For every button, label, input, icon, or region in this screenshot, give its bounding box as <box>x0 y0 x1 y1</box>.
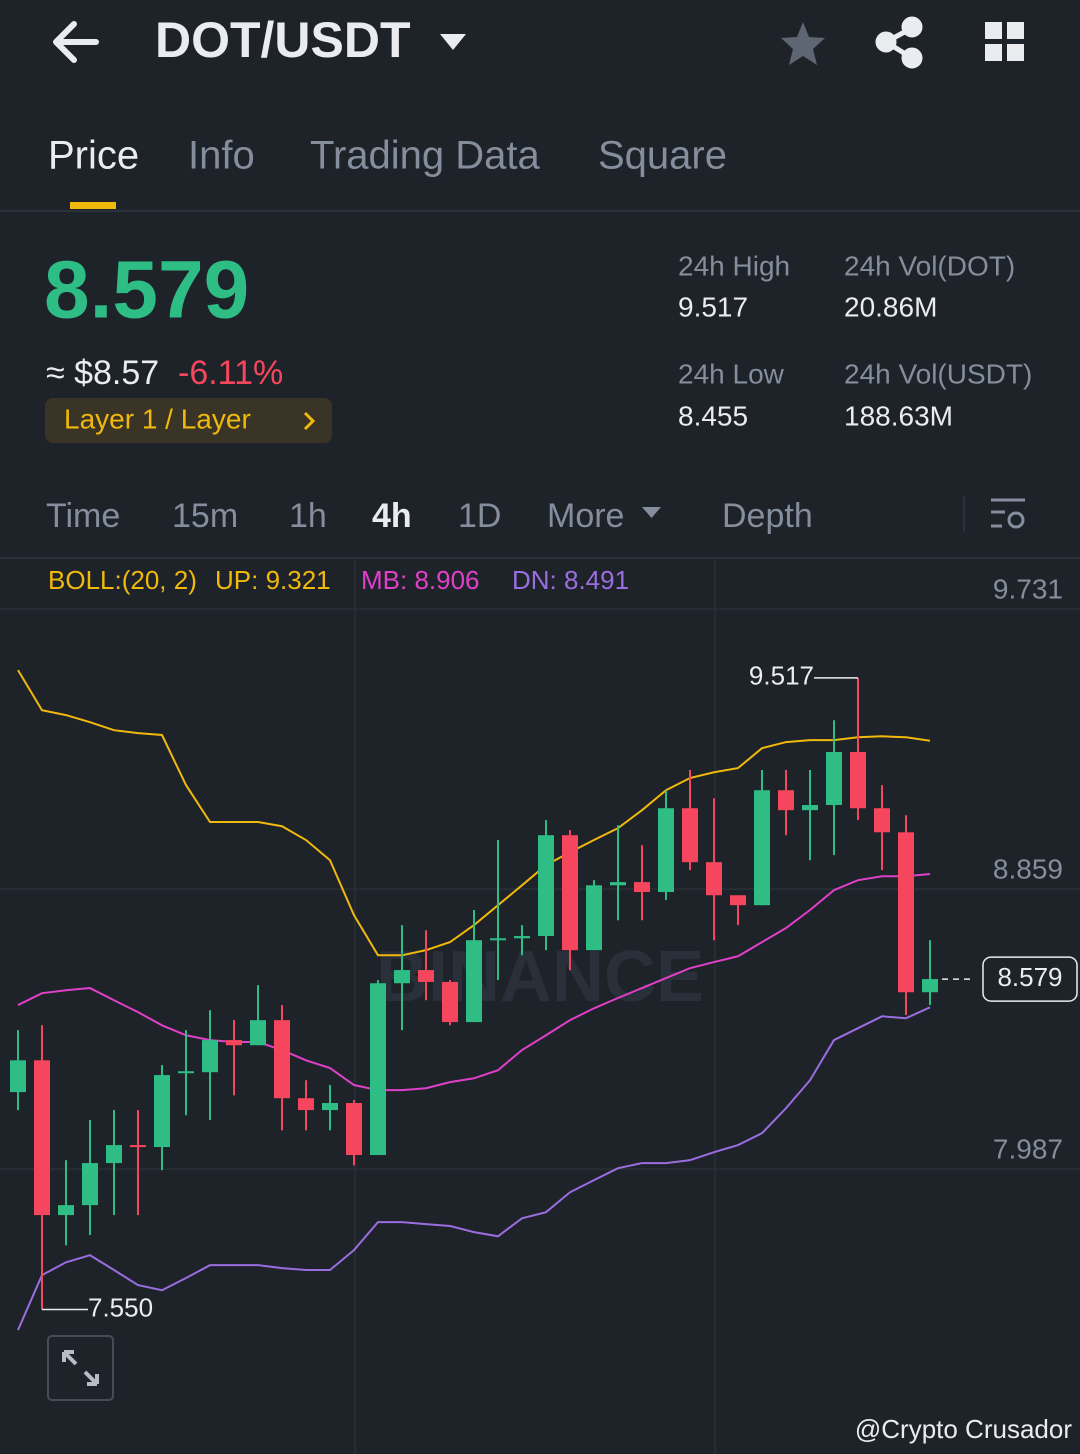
candle-body <box>754 790 770 906</box>
interval-active[interactable]: 4h <box>372 497 412 535</box>
indicator-mb: MB: 8.906 <box>361 565 480 595</box>
grid-menu-icon[interactable] <box>985 22 1024 61</box>
stat-label: 24h High <box>678 250 790 281</box>
candle-body <box>874 808 890 833</box>
max-label: 9.517 <box>749 661 814 691</box>
candle-body <box>10 1060 26 1093</box>
stat-value: 188.63M <box>844 400 953 431</box>
pair-dropdown[interactable] <box>440 34 466 50</box>
stat-value: 9.517 <box>678 291 748 322</box>
interval[interactable]: 15m <box>172 497 238 535</box>
candle-body <box>370 983 386 1156</box>
candle-body <box>82 1163 98 1206</box>
candle-body <box>706 862 722 896</box>
plot: 9.731 8.859 7.987 9.517 7.550 8.579 <box>0 574 1080 1331</box>
candle-body <box>514 936 530 939</box>
interval[interactable]: Depth <box>722 497 813 535</box>
candle-body <box>418 970 434 982</box>
tab[interactable]: Info <box>188 134 255 178</box>
interval[interactable]: Time <box>46 497 120 535</box>
candle-body <box>802 805 818 811</box>
category-tag[interactable]: Layer 1 / Layer <box>45 398 332 443</box>
expand-button[interactable] <box>47 1335 114 1401</box>
candle-body <box>658 808 674 893</box>
credit: @Crypto Crusador <box>855 1414 1072 1444</box>
candle-body <box>466 940 482 1023</box>
indicator-up: UP: 9.321 <box>215 565 331 595</box>
candle-body <box>898 832 914 993</box>
min-label: 7.550 <box>88 1292 153 1322</box>
candle-body <box>562 835 578 951</box>
back-button[interactable] <box>53 21 99 63</box>
candle-body <box>490 938 506 941</box>
candle-body <box>538 835 554 937</box>
candle-body <box>730 895 746 906</box>
band-line <box>17 873 931 1092</box>
candle-body <box>634 882 650 893</box>
candle-body <box>826 752 842 806</box>
tab[interactable]: Square <box>598 134 727 178</box>
price-change: -6.11% <box>178 354 283 392</box>
stat-label: 24h Vol(DOT) <box>844 250 1015 281</box>
pair-title[interactable]: DOT/USDT <box>155 12 411 68</box>
usd-price: ≈ $8.57 <box>46 354 159 392</box>
band-line <box>17 1006 931 1331</box>
stat-label: 24h Low <box>678 358 785 389</box>
tag-label[interactable]: Layer 1 / Layer <box>64 403 251 434</box>
y-tick-label: 8.859 <box>993 854 1063 885</box>
y-tick-label: 9.731 <box>993 574 1063 605</box>
y-tick-label: 7.987 <box>993 1134 1063 1165</box>
tab[interactable]: Trading Data <box>310 134 541 178</box>
stat-value: 20.86M <box>844 291 937 322</box>
candle-body <box>682 808 698 863</box>
candle-body <box>610 882 626 886</box>
candle-body <box>394 970 410 984</box>
active-tab-indicator <box>70 202 116 209</box>
interval[interactable]: 1D <box>458 497 501 535</box>
candle-body <box>58 1205 74 1216</box>
indicator-dn: DN: 8.491 <box>512 565 629 595</box>
indicator-name: BOLL:(20, 2) <box>48 565 197 595</box>
candle-body <box>346 1103 362 1156</box>
candle-body <box>154 1075 170 1148</box>
last-price-box <box>982 956 1078 1002</box>
last-price-label: 8.579 <box>997 962 1062 992</box>
candle-body <box>922 979 938 993</box>
tab[interactable]: Price <box>48 134 139 178</box>
candle-body <box>586 885 602 951</box>
candle-body <box>130 1145 146 1148</box>
favorite-icon[interactable] <box>781 22 825 65</box>
stat-value: 8.455 <box>678 400 748 431</box>
candle-body <box>274 1020 290 1099</box>
chart-settings-icon[interactable] <box>991 498 1025 529</box>
more-dropdown[interactable] <box>642 507 661 518</box>
last-price: 8.579 <box>44 245 249 336</box>
candle-body <box>442 981 458 1023</box>
interval[interactable]: 1h <box>289 497 327 535</box>
candle-body <box>850 752 866 809</box>
candle-body <box>178 1071 194 1074</box>
candle-body <box>322 1103 338 1111</box>
candle-body <box>250 1020 266 1046</box>
candle-body <box>202 1040 218 1073</box>
candle-body <box>298 1098 314 1111</box>
candle-body <box>226 1040 242 1046</box>
candle-body <box>778 790 794 811</box>
share-icon[interactable] <box>875 16 923 69</box>
interval[interactable]: More <box>547 497 624 535</box>
stat-label: 24h Vol(USDT) <box>844 358 1032 389</box>
candle-body <box>106 1145 122 1164</box>
candle-body <box>34 1060 50 1216</box>
